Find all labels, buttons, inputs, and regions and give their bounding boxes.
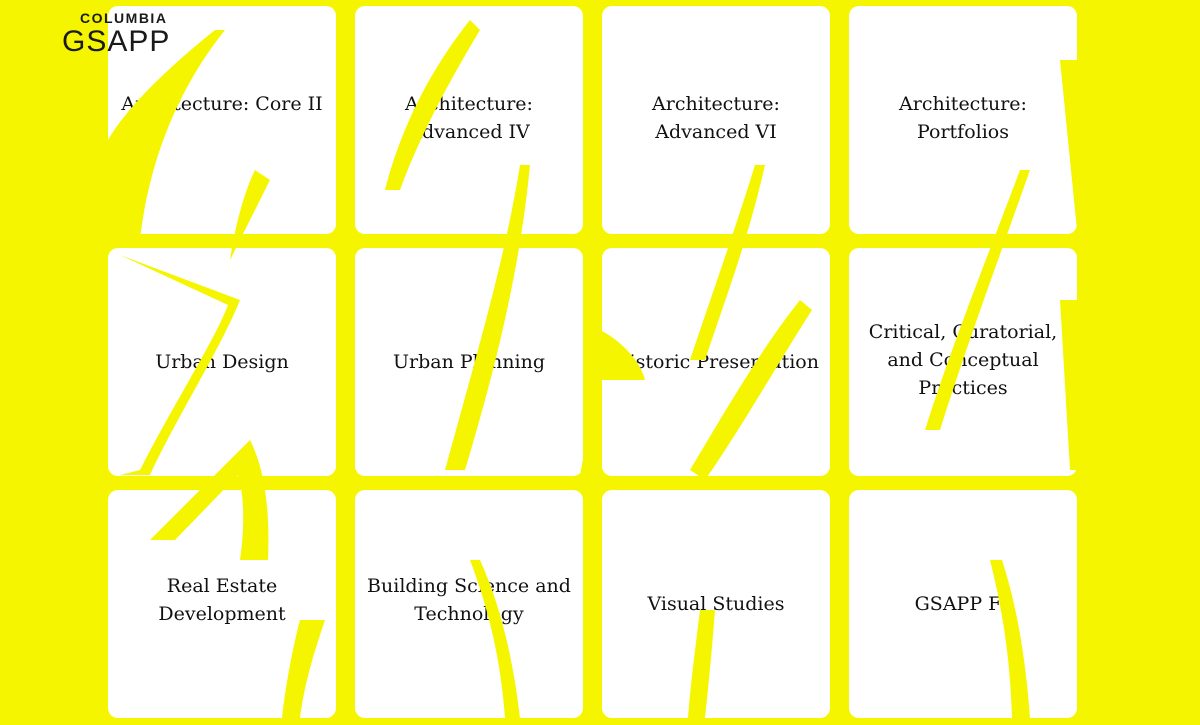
tile-architecture-portfolios[interactable]: Architecture: Portfolios [849,6,1077,234]
tile-urban-design[interactable]: Urban Design [108,248,336,476]
tile-label: Visual Studies [647,593,785,615]
tile-building-science-technology[interactable]: Building Science and Technology [355,490,583,718]
gsapp-logo[interactable]: COLUMBIA GSAPP [62,10,170,58]
tile-label: GSAPP Fa [914,593,1012,615]
tile-label: Urban Design [155,351,289,373]
tile-critical-curatorial-conceptual[interactable]: Critical, Curatorial, and Conceptual Pra… [849,248,1077,476]
tile-visual-studies[interactable]: Visual Studies [602,490,830,718]
logo-line-columbia: COLUMBIA [80,10,168,26]
tile-label: Architecture: Portfolios [899,93,1027,143]
tile-gsapp-fa[interactable]: GSAPP Fa [849,490,1077,718]
tile-label: Real Estate Development [158,575,286,625]
logo-line-gsapp: GSAPP [62,25,171,58]
tile-label: Architecture: Advanced VI [652,93,780,143]
tile-architecture-advanced-iv[interactable]: Architecture: Advanced IV [355,6,583,234]
tile-label: Historic Preservation [613,351,819,373]
tile-label: Architecture: Advanced IV [405,93,533,143]
tile-label: Architecture: Core II [121,93,323,115]
tile-historic-preservation[interactable]: Historic Preservation [602,248,830,476]
tile-urban-planning[interactable]: Urban Planning [355,248,583,476]
tile-label: Building Science and Technology [367,575,571,625]
tile-label: Urban Planning [393,351,545,373]
program-grid: Architecture: Core II Architecture: Adva… [108,6,1078,718]
tile-label: Critical, Curatorial, and Conceptual Pra… [868,321,1058,399]
tile-architecture-advanced-vi[interactable]: Architecture: Advanced VI [602,6,830,234]
tile-real-estate-development[interactable]: Real Estate Development [108,490,336,718]
